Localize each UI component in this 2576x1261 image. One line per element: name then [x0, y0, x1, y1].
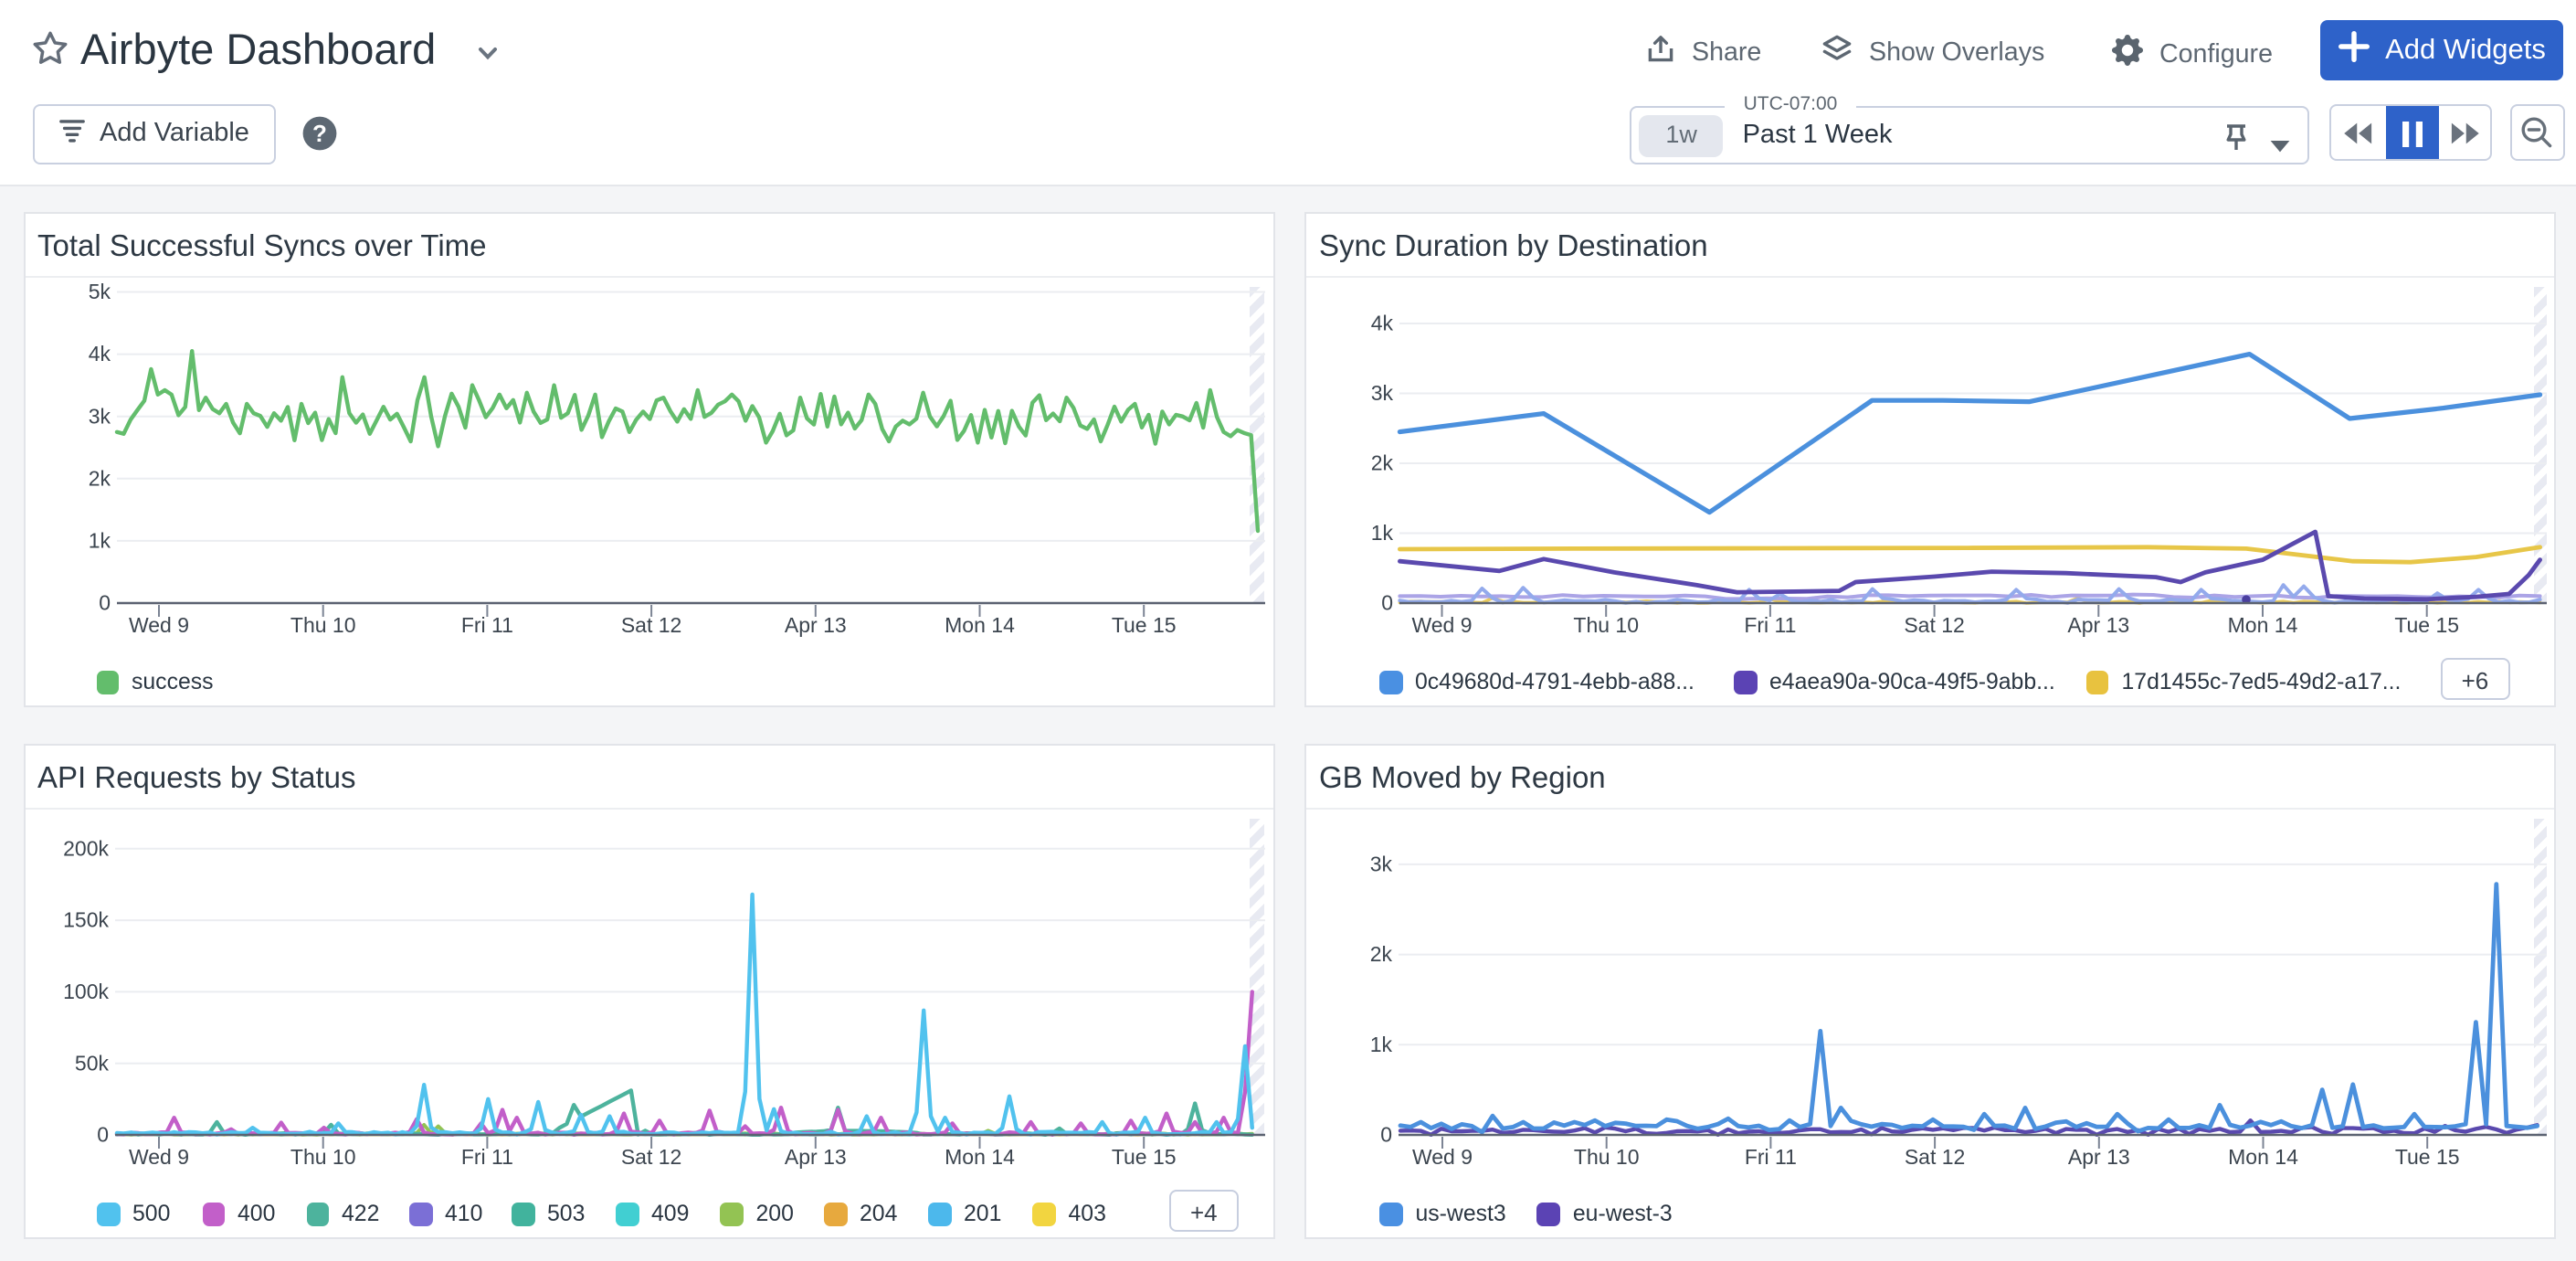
svg-text:50k: 50k — [74, 1051, 109, 1075]
svg-text:200k: 200k — [62, 836, 108, 860]
svg-text:?: ? — [311, 120, 326, 147]
svg-text:2k: 2k — [1371, 450, 1394, 474]
svg-text:Thu 10: Thu 10 — [290, 612, 355, 636]
svg-text:150k: 150k — [62, 907, 108, 931]
svg-text:5k: 5k — [88, 279, 111, 302]
svg-text:Mon 14: Mon 14 — [2228, 1145, 2298, 1169]
svg-text:Sat 12: Sat 12 — [1904, 612, 1965, 636]
svg-text:Tue 15: Tue 15 — [2394, 612, 2459, 636]
svg-text:Fri 11: Fri 11 — [1744, 612, 1796, 636]
svg-text:2k: 2k — [1370, 942, 1393, 966]
svg-text:1k: 1k — [88, 528, 111, 552]
svg-text:1k: 1k — [1370, 1032, 1393, 1055]
svg-text:4k: 4k — [1371, 311, 1394, 334]
svg-text:Wed 9: Wed 9 — [128, 612, 188, 636]
svg-text:Thu 10: Thu 10 — [1574, 1145, 1640, 1169]
svg-text:Wed 9: Wed 9 — [1412, 1145, 1473, 1169]
svg-text:Apr 13: Apr 13 — [784, 1145, 846, 1169]
svg-text:Sat 12: Sat 12 — [620, 1145, 681, 1169]
svg-text:Wed 9: Wed 9 — [128, 1145, 188, 1169]
svg-text:Sat 12: Sat 12 — [620, 612, 681, 636]
svg-text:Fri 11: Fri 11 — [460, 612, 512, 636]
svg-text:3k: 3k — [1370, 852, 1393, 875]
svg-text:0: 0 — [98, 590, 110, 614]
svg-text:Fri 11: Fri 11 — [1745, 1145, 1797, 1169]
svg-text:2k: 2k — [88, 465, 111, 489]
svg-text:Thu 10: Thu 10 — [290, 1145, 355, 1169]
svg-text:Tue 15: Tue 15 — [1111, 1145, 1176, 1169]
svg-text:Mon 14: Mon 14 — [944, 1145, 1014, 1169]
svg-text:0: 0 — [1381, 590, 1393, 614]
svg-text:Sat 12: Sat 12 — [1905, 1145, 1966, 1169]
svg-text:0: 0 — [1380, 1122, 1392, 1146]
svg-text:Mon 14: Mon 14 — [2228, 612, 2298, 636]
svg-text:Tue 15: Tue 15 — [2395, 1145, 2460, 1169]
svg-text:Apr 13: Apr 13 — [2068, 1145, 2130, 1169]
svg-text:Thu 10: Thu 10 — [1573, 612, 1639, 636]
svg-text:3k: 3k — [1371, 380, 1394, 404]
svg-text:4k: 4k — [88, 341, 111, 365]
svg-text:Wed 9: Wed 9 — [1411, 612, 1472, 636]
svg-text:100k: 100k — [62, 980, 108, 1003]
svg-text:Tue 15: Tue 15 — [1111, 612, 1176, 636]
svg-text:Mon 14: Mon 14 — [944, 612, 1014, 636]
svg-text:1k: 1k — [1371, 520, 1394, 544]
svg-text:Apr 13: Apr 13 — [2067, 612, 2129, 636]
svg-text:3k: 3k — [88, 403, 111, 427]
svg-text:Fri 11: Fri 11 — [460, 1145, 512, 1169]
svg-text:0: 0 — [96, 1122, 108, 1146]
svg-text:Apr 13: Apr 13 — [784, 612, 846, 636]
